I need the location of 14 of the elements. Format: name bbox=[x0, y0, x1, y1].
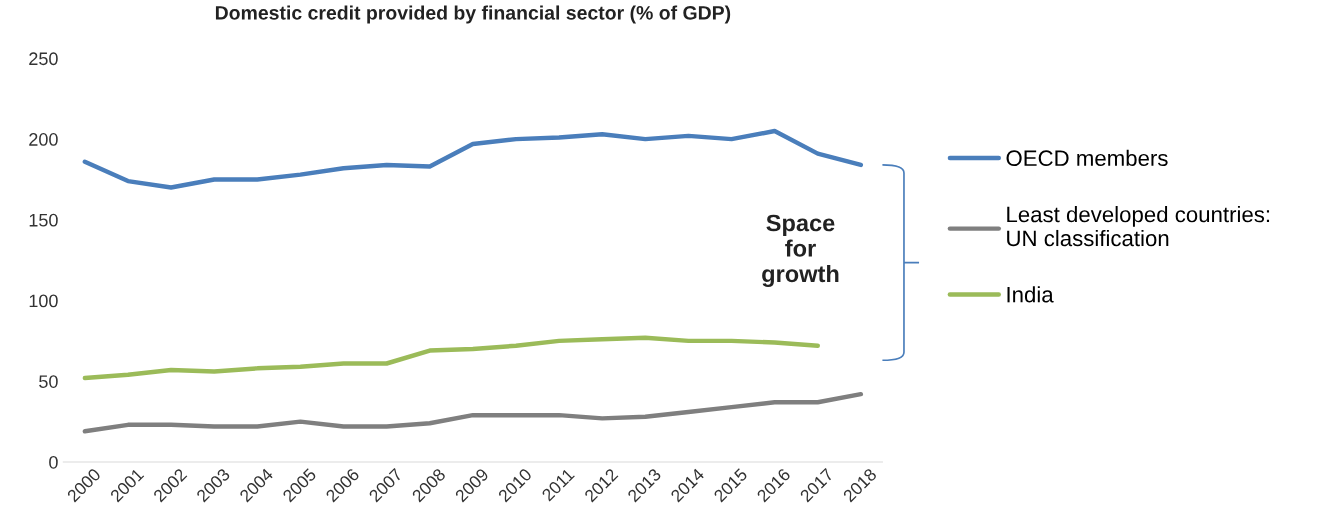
y-tick-label: 250 bbox=[29, 52, 58, 66]
line-series bbox=[82, 128, 864, 190]
line-series bbox=[82, 391, 864, 434]
y-tick-label: 0 bbox=[49, 455, 58, 469]
legend-label: OECD members bbox=[1006, 149, 1168, 167]
y-tick-label: 200 bbox=[29, 133, 58, 146]
y-tick-label: 150 bbox=[29, 213, 58, 227]
legend-label: India bbox=[1007, 286, 1054, 303]
line-series bbox=[82, 335, 820, 381]
legend-label: Least developed countries: UN classification bbox=[1007, 206, 1270, 247]
y-tick-label: 50 bbox=[39, 375, 58, 388]
y-tick-label: 100 bbox=[29, 294, 58, 308]
chart-title: Domestic credit provided by financial sector (% of GDP) bbox=[215, 5, 731, 24]
annotation: Space for growth bbox=[762, 214, 839, 287]
